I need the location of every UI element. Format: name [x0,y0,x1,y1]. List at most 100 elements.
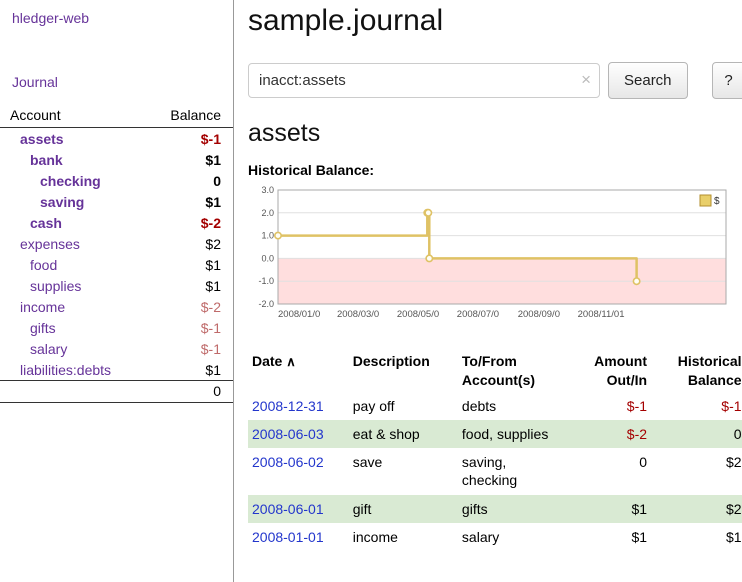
chart-point-marker [425,254,434,263]
register-row: 2008-06-02 save saving, checking 0 $2 [248,448,742,494]
account-balance: $-2 [200,215,221,231]
account-row: bank $1 [0,149,233,170]
chart-y-tick-label: 1.0 [261,231,274,241]
account-row: income $-2 [0,296,233,317]
account-link[interactable]: assets [20,131,64,147]
register-row: 2008-06-01 gift gifts $1 $2 [248,494,742,523]
transaction-date-link[interactable]: 2008-01-01 [252,528,324,545]
account-link[interactable]: income [20,299,66,315]
main-content: sample.journal × Search ? assets Histori… [234,0,742,582]
search-button[interactable]: Search [608,62,688,99]
search-form: × Search ? [248,62,742,99]
account-row: gifts $-1 [0,317,233,338]
account-link[interactable]: gifts [30,320,56,336]
transaction-date-link[interactable]: 2008-06-01 [252,500,324,517]
transaction-amount: $1 [631,500,648,517]
transaction-balance: $2 [725,454,742,471]
sidebar: hledger-web Journal Account Balance asse… [0,0,234,582]
chart-legend-swatch [699,194,712,207]
register-header-amount: Amount Out/In [594,353,648,388]
transaction-description: gift [352,500,372,517]
account-heading: assets [248,119,321,147]
transaction-date-link[interactable]: 2008-12-31 [252,397,324,414]
app-title-link[interactable]: hledger-web [12,10,90,26]
chart-point-marker [632,277,641,286]
transaction-balance: $-1 [721,397,742,414]
transaction-accounts: food, supplies [461,425,549,442]
account-row: saving $1 [0,191,233,212]
register-header-date[interactable]: Date ∧ [248,350,349,392]
transaction-accounts: salary [461,528,500,545]
register-header-date-label: Date [252,353,283,369]
register-header-description: Description [352,353,430,369]
accounts-header-account: Account [0,104,143,128]
transaction-amount: $-2 [626,425,648,442]
transaction-description: eat & shop [352,425,420,442]
account-balance: $1 [205,152,221,168]
account-row: expenses $2 [0,233,233,254]
chart-y-tick-label: 0.0 [261,253,274,263]
help-button[interactable]: ? [711,62,742,99]
transaction-amount: $-1 [626,397,648,414]
transaction-date-link[interactable]: 2008-06-02 [252,454,324,471]
transaction-accounts: saving, checking [461,454,518,489]
accounts-total: 0 [142,380,233,403]
account-balance: $-2 [200,299,221,315]
transaction-balance: 0 [733,425,742,442]
search-input[interactable] [248,63,600,98]
account-link[interactable]: salary [30,341,68,357]
account-link[interactable]: saving [40,194,85,210]
chart-canvas: 3.0 2.0 1.0 0.0 -1.0 -2.0 2008/01/0 2008/03/0 20… [258,185,727,320]
transaction-amount: $1 [631,528,648,545]
account-balance: $-1 [200,320,221,336]
sidebar-item-journal[interactable]: Journal [12,74,58,90]
transaction-date-link[interactable]: 2008-06-03 [252,425,324,442]
account-link[interactable]: cash [30,215,62,231]
chart-legend-label: $ [714,196,720,207]
account-link[interactable]: liabilities:debts [20,362,112,378]
chart-x-tick-label: 2008/05/0 [397,309,439,320]
search-box: × [248,63,600,98]
register-row: 2008-06-03 eat & shop food, supplies $-2… [248,419,742,449]
chart-x-tick-label: 2008/01/0 [278,309,320,320]
chart-y-tick-label: -2.0 [258,299,274,309]
account-row: checking 0 [0,170,233,191]
account-balance: $1 [205,194,221,210]
account-link[interactable]: food [30,257,58,273]
account-link[interactable]: supplies [30,278,82,294]
chart-y-tick-label: 3.0 [261,185,274,195]
transaction-accounts: gifts [461,500,488,517]
historical-balance-chart: 3.0 2.0 1.0 0.0 -1.0 -2.0 2008/01/0 2008/03/0 20… [248,184,742,336]
chart-title: Historical Balance: [248,162,375,178]
transaction-balance: $1 [725,528,742,545]
accounts-total-row: 0 [0,380,233,403]
chart-point-marker [273,231,282,240]
transaction-amount: 0 [639,454,648,471]
account-link[interactable]: expenses [20,236,80,252]
transaction-balance: $2 [725,500,742,517]
account-row: salary $-1 [0,338,233,359]
accounts-table: Account Balance assets $-1 [0,104,233,403]
accounts-header-balance: Balance [142,104,233,128]
transaction-description: save [352,454,383,471]
account-balance: $-1 [200,131,221,147]
account-row: food $1 [0,254,233,275]
account-balance: $2 [205,236,221,252]
transaction-description: pay off [352,397,395,414]
page-title: sample.journal [248,4,444,37]
chart-x-tick-label: 2008/03/0 [337,309,379,320]
account-link[interactable]: checking [40,173,101,189]
account-balance: 0 [213,173,221,189]
account-row: assets $-1 [0,128,233,150]
chart-x-tick-label: 2008/09/0 [518,309,560,320]
register-header-balance: Historical Balance [677,353,742,388]
account-row: cash $-2 [0,212,233,233]
account-balance: $1 [205,362,221,378]
chart-point-marker [424,208,433,217]
account-link[interactable]: bank [30,152,63,168]
account-row: liabilities:debts $1 [0,359,233,381]
account-balance: $1 [205,278,221,294]
clear-search-icon[interactable]: × [581,70,591,89]
chart-y-tick-label: -1.0 [258,276,274,286]
